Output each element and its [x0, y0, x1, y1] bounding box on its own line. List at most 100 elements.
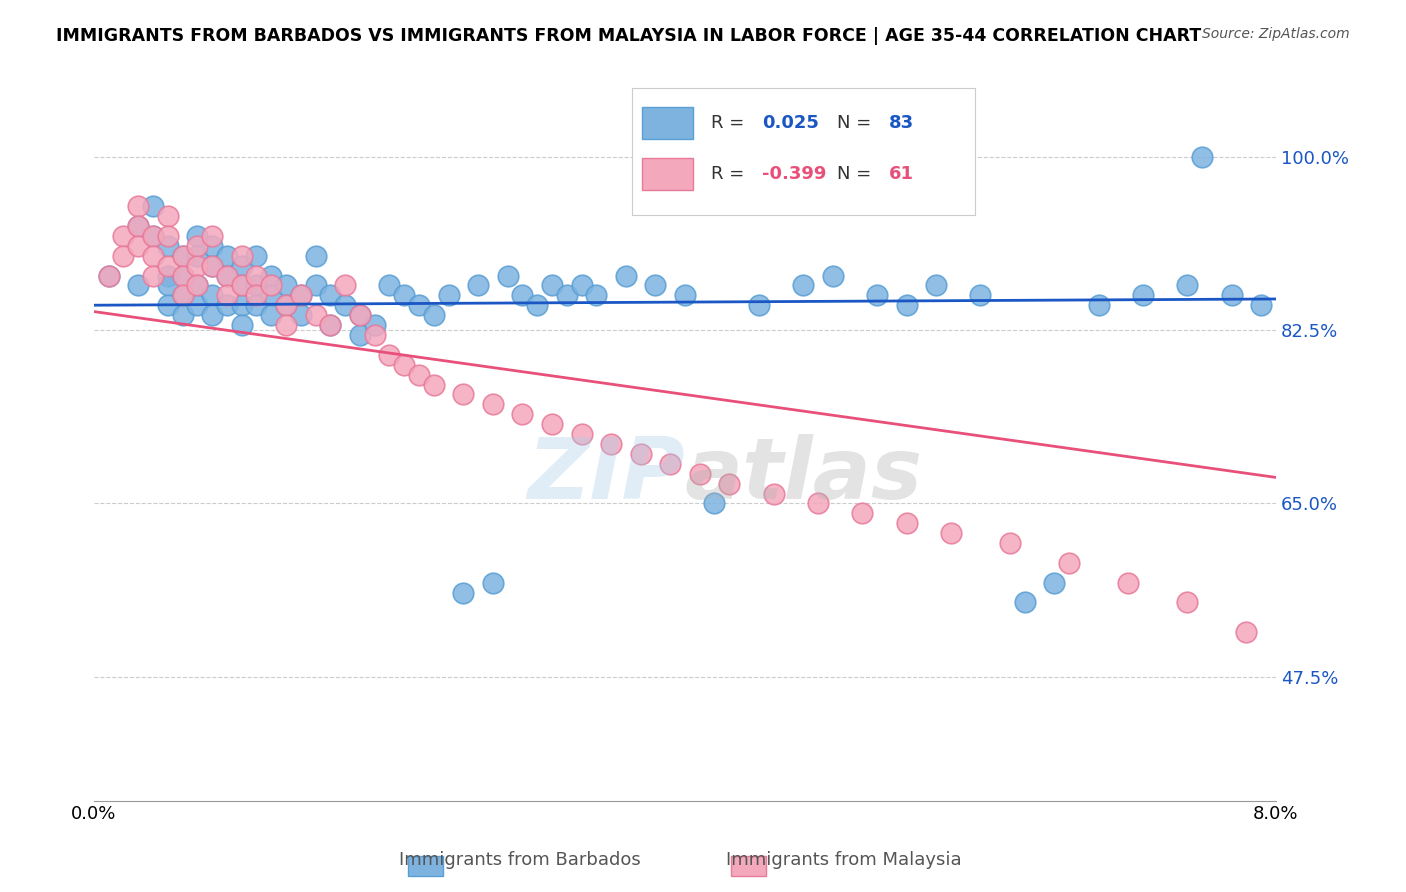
Point — [172, 308, 194, 322]
Point — [245, 268, 267, 283]
Point — [1191, 150, 1213, 164]
Point — [1354, 566, 1376, 580]
Text: ZIP: ZIP — [527, 434, 685, 516]
Point — [630, 447, 652, 461]
Point — [215, 249, 238, 263]
Point — [231, 278, 253, 293]
Point — [614, 268, 637, 283]
Point — [319, 318, 342, 332]
Point — [127, 219, 149, 233]
Point — [172, 288, 194, 302]
Point — [807, 496, 830, 510]
Point — [319, 288, 342, 302]
Point — [201, 259, 224, 273]
Point — [453, 387, 475, 401]
Point — [274, 318, 297, 332]
Point — [290, 288, 312, 302]
Point — [215, 268, 238, 283]
Point — [1057, 556, 1080, 570]
Text: Source: ZipAtlas.com: Source: ZipAtlas.com — [1202, 27, 1350, 41]
Point — [482, 397, 505, 411]
Point — [142, 229, 165, 244]
Point — [97, 268, 120, 283]
Point — [1014, 595, 1036, 609]
Point — [142, 249, 165, 263]
Point — [392, 288, 415, 302]
Point — [1339, 268, 1361, 283]
Point — [541, 278, 564, 293]
Point — [437, 288, 460, 302]
Point — [866, 288, 889, 302]
Point — [541, 417, 564, 432]
Point — [201, 308, 224, 322]
Point — [231, 259, 253, 273]
Point — [1043, 575, 1066, 590]
Point — [274, 278, 297, 293]
Point — [939, 526, 962, 541]
Point — [896, 298, 918, 312]
Point — [172, 268, 194, 283]
Point — [349, 308, 371, 322]
Point — [378, 278, 401, 293]
Point — [453, 585, 475, 599]
Point — [304, 249, 326, 263]
Point — [231, 318, 253, 332]
Point — [245, 288, 267, 302]
Point — [186, 278, 208, 293]
Point — [482, 575, 505, 590]
Point — [821, 268, 844, 283]
Point — [349, 308, 371, 322]
Point — [142, 268, 165, 283]
Point — [1295, 278, 1317, 293]
Point — [363, 328, 385, 343]
Point — [333, 278, 356, 293]
Point — [1175, 595, 1198, 609]
Point — [423, 308, 446, 322]
Point — [201, 288, 224, 302]
Point — [526, 298, 548, 312]
Point — [467, 278, 489, 293]
Point — [245, 278, 267, 293]
Point — [1175, 278, 1198, 293]
Point — [1116, 575, 1139, 590]
Point — [1295, 645, 1317, 659]
Point — [97, 268, 120, 283]
Text: Immigrants from Barbados: Immigrants from Barbados — [399, 851, 641, 869]
Point — [231, 249, 253, 263]
Point — [1087, 298, 1109, 312]
Point — [156, 229, 179, 244]
Point — [571, 427, 593, 442]
Point — [172, 288, 194, 302]
Point — [112, 229, 135, 244]
Point — [512, 288, 534, 302]
Point — [585, 288, 607, 302]
Point — [896, 516, 918, 531]
Point — [186, 298, 208, 312]
Point — [290, 308, 312, 322]
Point — [274, 298, 297, 312]
Point — [172, 268, 194, 283]
Point — [703, 496, 725, 510]
Point — [186, 239, 208, 253]
Point — [1220, 288, 1243, 302]
Point — [186, 278, 208, 293]
Point — [1250, 298, 1272, 312]
Point — [600, 437, 623, 451]
Point — [718, 476, 741, 491]
Point — [378, 348, 401, 362]
Point — [274, 298, 297, 312]
Point — [851, 506, 873, 520]
Point — [156, 298, 179, 312]
Point — [349, 328, 371, 343]
Point — [571, 278, 593, 293]
Point — [201, 259, 224, 273]
Point — [512, 407, 534, 421]
Point — [156, 259, 179, 273]
Point — [333, 298, 356, 312]
Point — [260, 278, 283, 293]
Point — [659, 457, 682, 471]
Point — [186, 229, 208, 244]
Point — [142, 229, 165, 244]
Point — [215, 298, 238, 312]
Point — [319, 318, 342, 332]
